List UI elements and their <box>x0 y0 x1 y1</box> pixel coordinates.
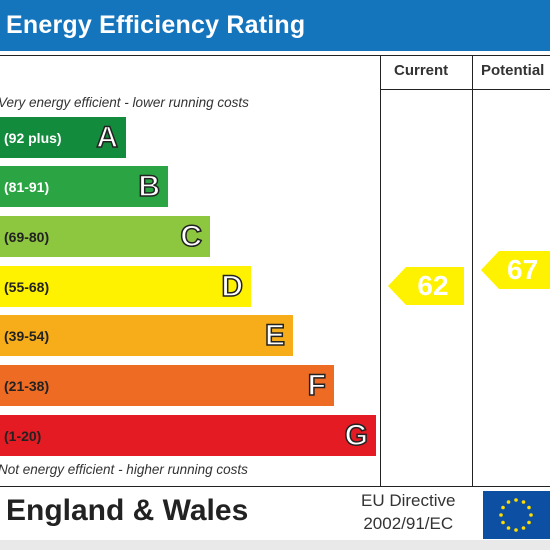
eu-star-icon <box>506 500 511 504</box>
band-d: (55-68) D <box>0 266 251 307</box>
eu-stars-icon <box>499 498 533 532</box>
eu-star-icon <box>501 505 505 510</box>
current-rating-value: 62 <box>417 270 449 301</box>
inefficient-note: Not energy efficient - higher running co… <box>0 462 248 477</box>
region-label: England & Wales <box>6 494 249 527</box>
directive-line-2: 2002/91/EC <box>363 514 454 533</box>
band-f: (21-38) F <box>0 365 334 406</box>
eu-star-icon <box>527 520 531 525</box>
footer-divider <box>0 486 550 487</box>
eu-star-icon <box>529 513 533 517</box>
band-letter: C <box>180 219 203 253</box>
band-letter: D <box>221 269 244 303</box>
eu-star-icon <box>506 526 511 530</box>
potential-column-header: Potential <box>481 62 545 79</box>
chart-title: Energy Efficiency Rating <box>0 0 550 51</box>
band-letter: F <box>307 368 327 402</box>
eu-star-icon <box>499 513 503 517</box>
band-range: (21-38) <box>4 377 50 394</box>
column-divider <box>380 55 381 487</box>
eu-star-icon <box>501 520 505 525</box>
potential-rating-arrow: 67 <box>481 251 550 289</box>
band-b: (81-91) B <box>0 166 168 207</box>
column-divider <box>472 55 473 487</box>
band-range: (55-68) <box>4 278 50 295</box>
band-a: (92 plus) A <box>0 117 126 158</box>
band-range: (69-80) <box>4 228 50 245</box>
eu-star-icon <box>527 505 531 510</box>
eu-flag-icon <box>483 491 550 539</box>
current-column-header: Current <box>394 62 449 79</box>
eu-directive: EU Directive 2002/91/EC <box>361 489 455 535</box>
band-range: (1-20) <box>4 427 42 444</box>
band-letter: G <box>344 418 369 452</box>
band-letter: A <box>96 120 119 154</box>
current-rating-arrow: 62 <box>388 267 464 305</box>
band-g: (1-20) G <box>0 415 376 456</box>
band-c: (69-80) C <box>0 216 210 257</box>
bottom-strip <box>0 540 550 550</box>
directive-line-1: EU Directive <box>361 491 456 510</box>
eu-star-icon <box>514 498 518 502</box>
band-range: (81-91) <box>4 178 50 195</box>
eu-star-icon <box>521 500 526 504</box>
band-letter: E <box>264 318 286 352</box>
band-range: (39-54) <box>4 327 50 344</box>
band-letter: B <box>138 169 161 203</box>
band-e: (39-54) E <box>0 315 293 356</box>
eu-star-icon <box>521 526 526 530</box>
eu-star-icon <box>514 528 518 532</box>
potential-rating-value: 67 <box>507 254 539 285</box>
band-range: (92 plus) <box>4 129 62 146</box>
efficient-note: Very energy efficient - lower running co… <box>0 95 249 110</box>
header-divider <box>380 89 550 90</box>
